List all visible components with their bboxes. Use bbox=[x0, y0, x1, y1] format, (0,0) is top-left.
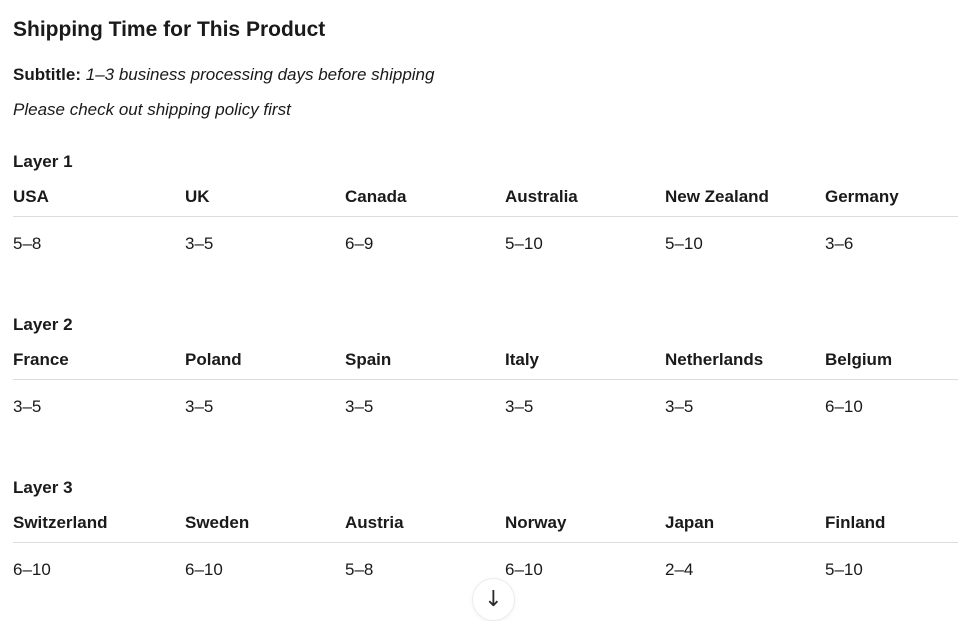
shipping-info-panel: Shipping Time for This Product Subtitle:… bbox=[13, 18, 958, 581]
shipping-days-cell: 3–5 bbox=[185, 397, 214, 416]
shipping-days-cell: 3–5 bbox=[505, 397, 534, 416]
shipping-days-cell: 5–8 bbox=[345, 560, 374, 579]
column-header: Belgium bbox=[825, 348, 958, 380]
column-header: Finland bbox=[825, 511, 958, 543]
column-header: Japan bbox=[665, 511, 825, 543]
shipping-days-cell: 5–10 bbox=[665, 234, 703, 253]
shipping-days-cell: 6–10 bbox=[13, 560, 51, 579]
column-header: Italy bbox=[505, 348, 665, 380]
table-row: 5–8 3–5 6–9 5–10 5–10 3–6 bbox=[13, 217, 958, 256]
shipping-table: USA UK Canada Australia New Zealand Germ… bbox=[13, 185, 958, 255]
shipping-section-layer-3: Layer 3 Switzerland Sweden Austria Norwa… bbox=[13, 476, 958, 581]
column-header: Norway bbox=[505, 511, 665, 543]
subtitle-text: 1–3 business processing days before ship… bbox=[85, 65, 435, 84]
column-header: Netherlands bbox=[665, 348, 825, 380]
table-header-row: USA UK Canada Australia New Zealand Germ… bbox=[13, 185, 958, 217]
column-header: Austria bbox=[345, 511, 505, 543]
shipping-days-cell: 3–5 bbox=[665, 397, 694, 416]
shipping-days-cell: 6–9 bbox=[345, 234, 374, 253]
shipping-days-cell: 3–5 bbox=[13, 397, 42, 416]
page-title: Shipping Time for This Product bbox=[13, 18, 326, 41]
shipping-section-layer-2: Layer 2 France Poland Spain Italy Nether… bbox=[13, 313, 958, 418]
shipping-days-cell: 6–10 bbox=[505, 560, 543, 579]
shipping-days-cell: 5–8 bbox=[13, 234, 42, 253]
column-header: Australia bbox=[505, 185, 665, 217]
shipping-days-cell: 3–5 bbox=[185, 234, 214, 253]
table-row: 6–10 6–10 5–8 6–10 2–4 5–10 bbox=[13, 543, 958, 582]
column-header: Poland bbox=[185, 348, 345, 380]
table-header-row: Switzerland Sweden Austria Norway Japan … bbox=[13, 511, 958, 543]
shipping-days-cell: 3–6 bbox=[825, 234, 854, 253]
arrow-down-icon: ↓ bbox=[484, 586, 503, 612]
subtitle: Subtitle: 1–3 business processing days b… bbox=[13, 63, 958, 86]
column-header: UK bbox=[185, 185, 345, 217]
subtitle-label: Subtitle: bbox=[13, 65, 81, 84]
column-header: Switzerland bbox=[13, 511, 185, 543]
column-header: USA bbox=[13, 185, 185, 217]
section-title: Layer 2 bbox=[13, 315, 73, 334]
shipping-days-cell: 6–10 bbox=[825, 397, 863, 416]
column-header: Canada bbox=[345, 185, 505, 217]
table-row: 3–5 3–5 3–5 3–5 3–5 6–10 bbox=[13, 380, 958, 419]
shipping-table: France Poland Spain Italy Netherlands Be… bbox=[13, 348, 958, 418]
column-header: Sweden bbox=[185, 511, 345, 543]
shipping-days-cell: 5–10 bbox=[825, 560, 863, 579]
shipping-table: Switzerland Sweden Austria Norway Japan … bbox=[13, 511, 958, 581]
shipping-section-layer-1: Layer 1 USA UK Canada Australia New Zeal… bbox=[13, 150, 958, 255]
column-header: France bbox=[13, 348, 185, 380]
column-header: Spain bbox=[345, 348, 505, 380]
scroll-down-button[interactable]: ↓ bbox=[472, 578, 515, 621]
shipping-policy-note: Please check out shipping policy first bbox=[13, 100, 291, 119]
section-title: Layer 1 bbox=[13, 152, 73, 171]
table-header-row: France Poland Spain Italy Netherlands Be… bbox=[13, 348, 958, 380]
shipping-days-cell: 2–4 bbox=[665, 560, 694, 579]
shipping-days-cell: 5–10 bbox=[505, 234, 543, 253]
shipping-days-cell: 6–10 bbox=[185, 560, 223, 579]
section-title: Layer 3 bbox=[13, 478, 73, 497]
shipping-days-cell: 3–5 bbox=[345, 397, 374, 416]
column-header: New Zealand bbox=[665, 185, 825, 217]
column-header: Germany bbox=[825, 185, 958, 217]
